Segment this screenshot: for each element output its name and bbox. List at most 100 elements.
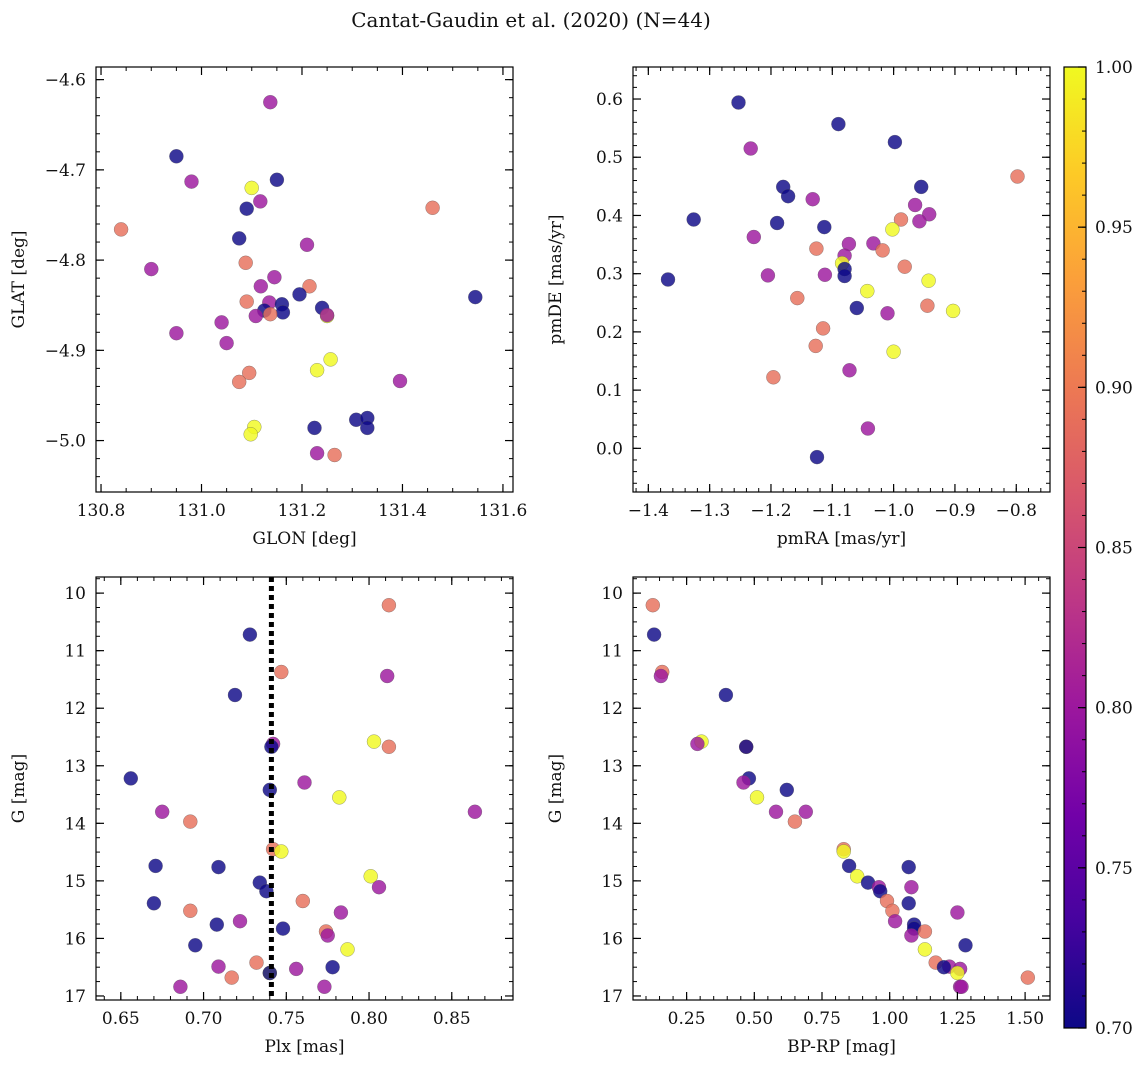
- axes-frame: [95, 576, 514, 1001]
- data-point: [817, 219, 832, 235]
- data-point: [645, 597, 661, 613]
- data-point: [241, 365, 257, 381]
- y-tick-label: −4.7: [45, 161, 86, 181]
- y-axis-label: G [mag]: [9, 754, 29, 823]
- data-point: [875, 243, 890, 258]
- y-tick-label: 10: [601, 584, 623, 604]
- data-point: [299, 237, 315, 253]
- data-point: [904, 928, 919, 943]
- x-tick-label: −0.8: [996, 501, 1037, 521]
- data-point: [253, 279, 269, 294]
- data-point: [860, 421, 876, 436]
- data-point: [1020, 970, 1036, 985]
- data-point: [169, 149, 184, 164]
- data-point: [231, 231, 247, 246]
- data-point: [123, 771, 139, 786]
- data-point: [917, 924, 933, 939]
- axis-ticks: [633, 67, 1050, 492]
- data-points: [660, 95, 1025, 465]
- data-point: [148, 858, 163, 874]
- data-point: [263, 306, 278, 322]
- data-point: [887, 134, 903, 150]
- data-point: [901, 859, 916, 875]
- data-point: [831, 116, 846, 132]
- data-point: [242, 627, 258, 642]
- data-point: [248, 308, 264, 324]
- data-point: [768, 804, 784, 820]
- colorbar-tick-label: 0.80: [1095, 699, 1133, 719]
- axis-ticks: [633, 577, 1050, 1000]
- data-point: [239, 294, 254, 309]
- x-tick-label: 131.0: [177, 501, 226, 521]
- x-tick-label: −1.0: [873, 501, 914, 521]
- data-point: [144, 261, 159, 277]
- parallax-magnitude-scatter-panel: 0.65 0.70 0.75 0.80 0.85 10 11 12 13 14 15 16 17 Plx …: [9, 576, 514, 1057]
- axis-ticks: [96, 577, 513, 1000]
- data-point: [904, 879, 919, 895]
- data-point: [760, 268, 776, 283]
- data-point: [309, 362, 325, 378]
- data-point: [885, 222, 900, 237]
- y-tick-label: 11: [601, 642, 623, 662]
- data-point: [815, 321, 831, 336]
- data-point: [769, 215, 785, 231]
- y-tick-label: 0.3: [596, 265, 623, 285]
- data-point: [275, 305, 291, 320]
- data-point: [907, 197, 923, 213]
- colorbar-tick-label: 1.00: [1095, 58, 1133, 78]
- data-point: [787, 814, 803, 829]
- data-point: [238, 255, 253, 271]
- y-axis-label: GLAT [deg]: [9, 230, 29, 328]
- data-point: [917, 942, 933, 957]
- y-tick-label: 0.6: [596, 90, 623, 110]
- axis-ticks: [96, 67, 513, 492]
- data-point: [219, 335, 234, 351]
- data-point: [780, 188, 796, 204]
- data-point: [154, 804, 170, 820]
- data-point: [363, 869, 378, 884]
- x-tick-label: 0.25: [668, 1009, 706, 1029]
- data-point: [332, 790, 347, 805]
- data-point: [253, 194, 268, 209]
- x-tick-label: 1.50: [1006, 1009, 1044, 1029]
- x-tick-label: 130.8: [77, 501, 126, 521]
- data-point: [274, 664, 289, 680]
- data-point: [958, 938, 973, 953]
- data-points: [113, 94, 483, 463]
- data-point: [936, 959, 952, 975]
- data-point: [660, 272, 676, 287]
- data-point: [244, 180, 259, 196]
- x-tick-label: 0.75: [267, 1009, 305, 1029]
- data-point: [887, 913, 903, 929]
- data-point: [231, 374, 247, 390]
- data-point: [297, 775, 312, 790]
- y-tick-label: 14: [64, 814, 86, 834]
- x-tick-label: 0.70: [185, 1009, 223, 1029]
- data-point: [950, 905, 965, 920]
- colorbar-tick-label: 0.75: [1095, 859, 1133, 879]
- x-axis-label: GLON [deg]: [252, 529, 356, 549]
- data-point: [954, 979, 969, 995]
- data-point: [379, 668, 395, 684]
- data-point: [307, 420, 322, 436]
- y-tick-label: −4.9: [45, 341, 86, 361]
- x-tick-label: −1.2: [750, 501, 791, 521]
- data-point: [837, 268, 852, 284]
- y-tick-label: 0.1: [596, 381, 623, 401]
- data-point: [184, 174, 199, 189]
- data-point: [263, 94, 278, 110]
- colorbar-tick-label: 0.85: [1095, 539, 1133, 559]
- data-point: [319, 307, 335, 323]
- data-point: [746, 229, 762, 245]
- y-tick-label: 16: [601, 929, 623, 949]
- x-axis-label: pmRA [mas/yr]: [777, 529, 906, 549]
- data-point: [912, 214, 927, 229]
- x-tick-label: 131.6: [479, 501, 528, 521]
- colorbar-ticks: 0.70 0.75 0.80 0.85 0.90 0.95 1.00: [1078, 58, 1133, 1039]
- colorbar-tick-label: 0.90: [1095, 378, 1133, 398]
- data-point: [211, 859, 226, 875]
- data-point: [327, 447, 342, 463]
- y-tick-label: 10: [64, 584, 86, 604]
- data-point: [467, 804, 483, 820]
